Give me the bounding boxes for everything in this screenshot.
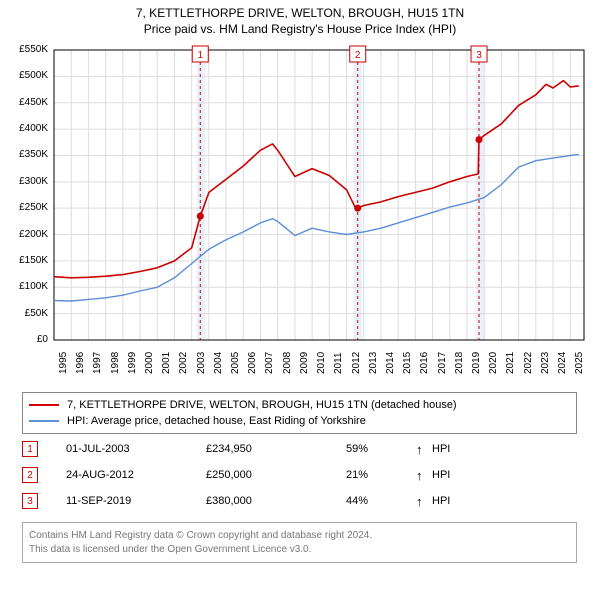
- x-tick-label: 2024: [557, 352, 568, 374]
- x-tick-label: 2015: [402, 352, 413, 374]
- x-tick-label: 2009: [299, 352, 310, 374]
- x-tick-label: 1996: [75, 352, 86, 374]
- footer-line2: This data is licensed under the Open Gov…: [29, 543, 570, 557]
- y-tick-label: £400K: [10, 123, 48, 134]
- legend-item-property: 7, KETTLETHORPE DRIVE, WELTON, BROUGH, H…: [29, 397, 570, 413]
- y-tick-label: £50K: [10, 308, 48, 319]
- y-tick-label: £250K: [10, 202, 48, 213]
- x-tick-label: 2016: [419, 352, 430, 374]
- x-tick-label: 2007: [264, 352, 275, 374]
- x-tick-label: 2012: [351, 352, 362, 374]
- up-arrow-icon: ↑: [416, 442, 432, 457]
- x-tick-label: 2008: [282, 352, 293, 374]
- x-tick-label: 2021: [505, 352, 516, 374]
- sales-table: 101-JUL-2003£234,95059%↑HPI224-AUG-2012£…: [22, 436, 577, 514]
- svg-text:3: 3: [476, 50, 482, 61]
- up-arrow-icon: ↑: [416, 468, 432, 483]
- sale-price: £380,000: [206, 495, 346, 507]
- y-tick-label: £300K: [10, 176, 48, 187]
- x-tick-label: 2025: [574, 352, 585, 374]
- chart-title-subtitle: Price paid vs. HM Land Registry's House …: [0, 22, 600, 36]
- sale-price: £250,000: [206, 469, 346, 481]
- y-tick-label: £0: [10, 334, 48, 345]
- y-tick-label: £150K: [10, 255, 48, 266]
- x-tick-label: 1998: [110, 352, 121, 374]
- sale-date: 24-AUG-2012: [66, 469, 206, 481]
- footer-line1: Contains HM Land Registry data © Crown c…: [29, 529, 570, 543]
- sale-date: 01-JUL-2003: [66, 443, 206, 455]
- x-tick-label: 2013: [368, 352, 379, 374]
- x-tick-label: 2001: [161, 352, 172, 374]
- x-tick-label: 2006: [247, 352, 258, 374]
- x-tick-label: 1999: [127, 352, 138, 374]
- x-tick-label: 2019: [471, 352, 482, 374]
- y-tick-label: £500K: [10, 70, 48, 81]
- legend-label-property: 7, KETTLETHORPE DRIVE, WELTON, BROUGH, H…: [67, 399, 457, 411]
- x-tick-label: 2022: [523, 352, 534, 374]
- y-tick-label: £200K: [10, 229, 48, 240]
- x-tick-label: 2000: [144, 352, 155, 374]
- sale-marker: 3: [22, 493, 38, 509]
- legend-item-hpi: HPI: Average price, detached house, East…: [29, 413, 570, 429]
- sale-pct: 59%: [346, 443, 416, 455]
- sale-pct: 44%: [346, 495, 416, 507]
- footer-attribution: Contains HM Land Registry data © Crown c…: [22, 522, 577, 563]
- y-tick-label: £100K: [10, 281, 48, 292]
- legend-box: 7, KETTLETHORPE DRIVE, WELTON, BROUGH, H…: [22, 392, 577, 434]
- x-tick-label: 2023: [540, 352, 551, 374]
- y-tick-label: £550K: [10, 44, 48, 55]
- x-tick-label: 2010: [316, 352, 327, 374]
- x-tick-label: 2002: [178, 352, 189, 374]
- x-tick-label: 1997: [92, 352, 103, 374]
- sale-hpi-suffix: HPI: [432, 443, 462, 455]
- y-tick-label: £450K: [10, 97, 48, 108]
- x-tick-label: 2005: [230, 352, 241, 374]
- sale-hpi-suffix: HPI: [432, 469, 462, 481]
- sales-row: 2 24-AUG-2012£250,00021%↑HPI: [22, 462, 577, 488]
- sale-marker: 1: [22, 441, 38, 457]
- up-arrow-icon: ↑: [416, 494, 432, 509]
- x-tick-label: 1995: [58, 352, 69, 374]
- x-tick-label: 2011: [333, 352, 344, 374]
- sale-pct: 21%: [346, 469, 416, 481]
- x-tick-label: 2017: [437, 352, 448, 374]
- chart-title-address: 7, KETTLETHORPE DRIVE, WELTON, BROUGH, H…: [0, 6, 600, 20]
- svg-text:2: 2: [355, 50, 361, 61]
- price-chart-svg: 1 2 3: [10, 44, 590, 384]
- sales-row: 3 11-SEP-2019£380,00044%↑HPI: [22, 488, 577, 514]
- x-tick-label: 2014: [385, 352, 396, 374]
- sales-row: 1 01-JUL-2003£234,95059%↑HPI: [22, 436, 577, 462]
- legend-swatch-property: [29, 404, 59, 406]
- sale-hpi-suffix: HPI: [432, 495, 462, 507]
- x-tick-label: 2018: [454, 352, 465, 374]
- chart-area: 1 2 3 £0 £50K £100K £150K £200K £250K £300K £350K…: [10, 44, 590, 384]
- y-tick-label: £350K: [10, 149, 48, 160]
- x-tick-label: 2020: [488, 352, 499, 374]
- svg-text:1: 1: [197, 50, 203, 61]
- legend-swatch-hpi: [29, 420, 59, 422]
- legend-label-hpi: HPI: Average price, detached house, East…: [67, 415, 366, 427]
- sale-price: £234,950: [206, 443, 346, 455]
- sale-marker: 2: [22, 467, 38, 483]
- x-tick-label: 2004: [213, 352, 224, 374]
- x-tick-label: 2003: [196, 352, 207, 374]
- sale-date: 11-SEP-2019: [66, 495, 206, 507]
- title-block: 7, KETTLETHORPE DRIVE, WELTON, BROUGH, H…: [0, 0, 600, 36]
